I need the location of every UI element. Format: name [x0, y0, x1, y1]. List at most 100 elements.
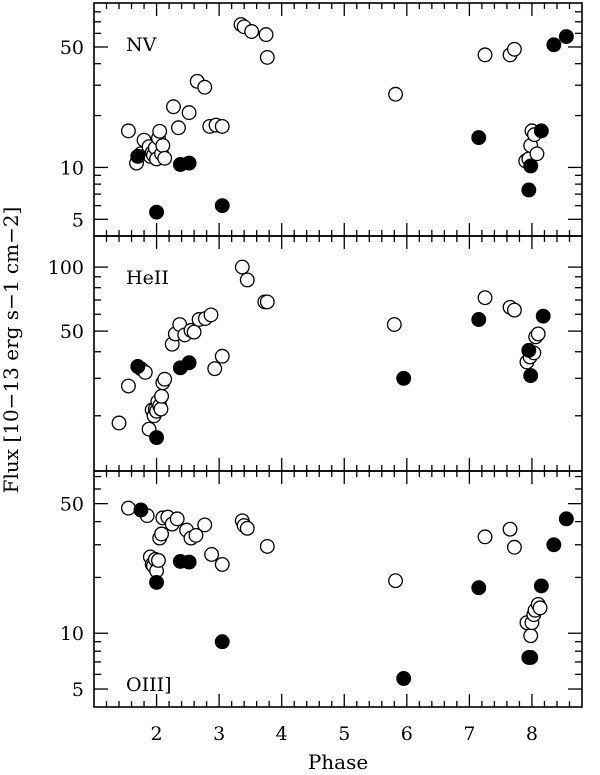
panel-2-open-point — [386, 317, 402, 332]
panel-2-filled-point — [181, 355, 197, 371]
panel-1-filled-point — [181, 155, 197, 171]
panel-1-open-point — [171, 120, 186, 136]
panel-1-filled-point — [521, 182, 537, 198]
panel-1-filled-point — [471, 130, 487, 146]
panel-1-open-point — [197, 79, 213, 95]
panel-3-open-point — [150, 552, 166, 568]
panel-2-open-point — [186, 324, 202, 340]
panel-1-ytick-label: 10 — [60, 157, 84, 179]
panel-3-filled-point — [546, 537, 562, 553]
panel-2-filled-point — [471, 312, 487, 327]
x-tick-label: 5 — [338, 723, 350, 745]
panel-2-open-point — [234, 259, 250, 275]
panel-1-open-point — [157, 150, 173, 166]
x-tick-label: 4 — [276, 723, 288, 745]
panel-1-ytick-label: 50 — [60, 37, 84, 59]
y-axis-label: Flux [10−13 erg s−1 cm−2] — [0, 207, 23, 494]
panel-2-open-point — [111, 415, 127, 431]
panel-1-frame — [93, 2, 583, 237]
panel-2-label: HeII — [126, 267, 169, 289]
panel-2-open-point — [477, 290, 493, 306]
panel-3-open-point — [197, 517, 213, 533]
panel-3-open-point — [532, 600, 548, 616]
panel-2-open-point — [214, 348, 230, 364]
x-tick-label: 2 — [151, 723, 163, 745]
panel-3-frame — [93, 470, 583, 708]
panel-2-open-point — [153, 401, 169, 417]
panel-1-open-point — [166, 99, 181, 115]
panel-2-open-point — [207, 361, 223, 377]
panel-2-filled-point — [535, 308, 551, 324]
panel-3-open-point — [204, 547, 220, 562]
x-tick-label: 8 — [526, 723, 538, 745]
panel-1-filled-point — [214, 198, 230, 214]
x-tick-label: 6 — [401, 723, 413, 745]
panel-2-open-point — [120, 378, 136, 394]
panel-3-filled-point — [533, 578, 549, 594]
panel-1-open-point — [506, 41, 522, 57]
panel-1-filled-point — [558, 29, 574, 44]
panel-3-open-point — [502, 521, 518, 537]
panel-3-ytick-label: 10 — [60, 623, 84, 645]
x-tick-label: 7 — [463, 723, 475, 745]
panel-1-filled-point — [149, 204, 165, 220]
panel-1-open-point — [152, 123, 168, 139]
panel-1-open-point — [214, 118, 230, 134]
panel-1-open-point — [388, 86, 404, 102]
panel-3-ytick-label: 50 — [60, 494, 84, 516]
panel-2-open-point — [154, 388, 170, 404]
panel-1-filled-point — [546, 37, 562, 53]
panel-1-ytick-label: 5 — [72, 209, 84, 231]
panel-2: HeII 50 100 — [48, 235, 583, 472]
panel-3-filled-point — [214, 634, 230, 650]
panel-2-open-point — [239, 272, 255, 288]
panel-2-filled-point — [396, 370, 412, 386]
panel-3-open-point — [169, 511, 185, 527]
x-axis-label: Phase — [308, 750, 368, 774]
panel-1-open-point — [529, 146, 545, 162]
panel-3-open-point — [154, 526, 170, 542]
panel-1-open-point — [477, 47, 493, 63]
panel-2-open-point — [506, 302, 522, 318]
panel-2-filled-point — [130, 359, 146, 374]
panel-1-filled-point — [523, 158, 539, 174]
panel-3-open-point — [120, 500, 136, 516]
panel-2-open-point — [157, 371, 173, 387]
panel-1-open-point — [258, 27, 274, 43]
panel-3-filled-point — [133, 502, 149, 518]
panel-3-filled-point — [558, 511, 574, 527]
panel-1-filled-point — [533, 123, 549, 139]
panel-3-label: OIII] — [126, 674, 172, 696]
panel-1-open-point — [120, 123, 136, 139]
panel-3-open-point — [188, 527, 204, 543]
panel-3-open-point — [239, 520, 255, 536]
panel-3-ytick-label: 5 — [72, 679, 84, 701]
panel-2-open-point — [530, 326, 546, 342]
panel-3-open-point — [506, 539, 522, 555]
panel-1: NV 5 10 50 — [60, 2, 583, 237]
panel-3-open-point — [388, 573, 404, 589]
panel-1-open-point — [244, 24, 260, 39]
panel-3-filled-point — [396, 671, 412, 686]
panel-2-open-point — [259, 294, 275, 310]
panel-2-open-point — [203, 307, 219, 323]
panel-2-filled-point — [523, 368, 539, 384]
panel-3-open-point — [523, 628, 539, 644]
panel-3: OIII] 5 10 50 — [60, 470, 583, 708]
panel-3-filled-point — [523, 650, 539, 665]
panel-3-open-point — [477, 529, 493, 545]
x-tick-labels: 2 3 4 5 6 7 8 — [151, 723, 538, 745]
panel-1-open-point — [181, 105, 197, 121]
panel-3-open-point — [214, 556, 230, 572]
panel-1-open-point — [155, 138, 171, 153]
panel-2-ytick-label: 100 — [48, 257, 84, 279]
panels-group: NV 5 10 50 HeII 50 100 OIII] 5 10 50 — [48, 2, 583, 708]
panel-3-filled-point — [181, 554, 197, 570]
x-tick-label: 3 — [213, 723, 225, 745]
panel-2-filled-point — [149, 430, 165, 445]
panel-3-open-point — [259, 538, 275, 554]
panel-2-filled-point — [521, 342, 537, 358]
panel-1-open-point — [259, 49, 275, 65]
panel-2-ytick-label: 50 — [60, 321, 84, 343]
